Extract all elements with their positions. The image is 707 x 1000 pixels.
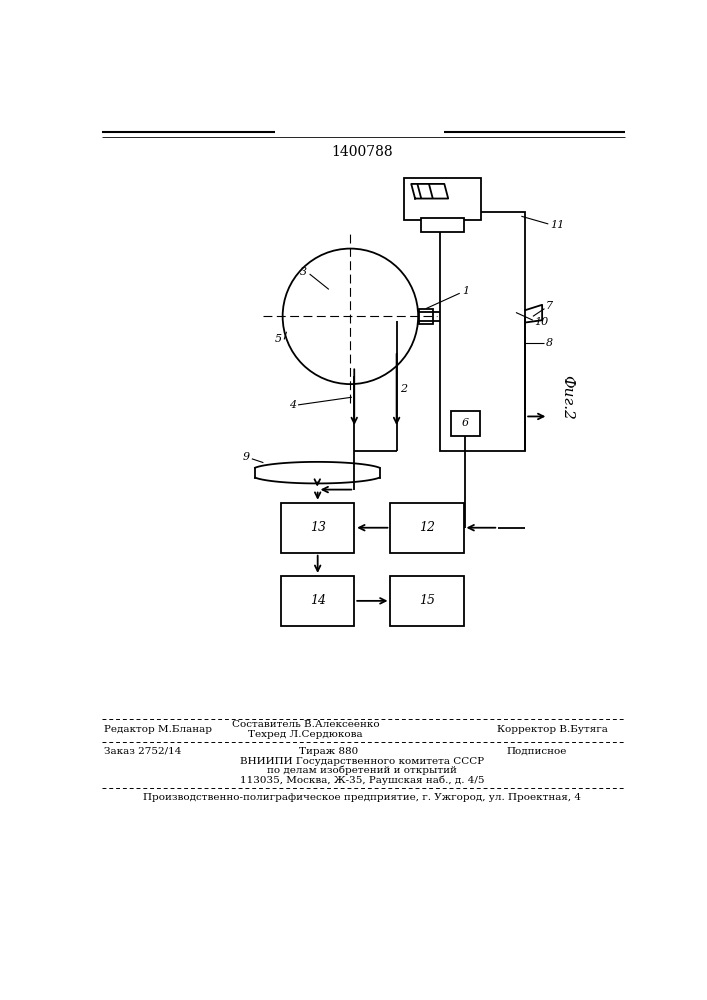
Text: Фиг.2: Фиг.2	[561, 375, 575, 420]
Bar	[281, 576, 354, 626]
Text: Подписное: Подписное	[506, 747, 567, 756]
Text: ВНИИПИ Государственного комитета СССР: ВНИИПИ Государственного комитета СССР	[240, 757, 484, 766]
Text: Техред Л.Сердюкова: Техред Л.Сердюкова	[248, 730, 363, 739]
Text: по делам изобретений и открытий: по делам изобретений и открытий	[267, 766, 457, 775]
Text: 5: 5	[275, 334, 282, 344]
Text: 15: 15	[419, 594, 435, 607]
Text: 1400788: 1400788	[331, 145, 393, 159]
Text: 7: 7	[546, 301, 553, 311]
Text: 12: 12	[419, 521, 435, 534]
Bar	[281, 503, 354, 553]
Bar	[390, 503, 464, 553]
Text: 2: 2	[399, 384, 407, 394]
Text: Заказ 2752/14: Заказ 2752/14	[104, 747, 182, 756]
Text: Редактор М.Бланар: Редактор М.Бланар	[104, 725, 212, 734]
Bar	[419, 309, 433, 324]
Text: 10: 10	[534, 317, 549, 327]
Text: 9: 9	[243, 452, 250, 462]
Text: 3: 3	[300, 267, 308, 277]
Text: Составитель В.Алексеенко: Составитель В.Алексеенко	[232, 720, 380, 729]
Text: 11: 11	[550, 220, 564, 230]
Text: 8: 8	[546, 338, 553, 348]
Text: Производственно-полиграфическое предприятие, г. Ужгород, ул. Проектная, 4: Производственно-полиграфическое предприя…	[143, 793, 581, 802]
Text: 6: 6	[462, 418, 469, 428]
Text: Корректор В.Бутяга: Корректор В.Бутяга	[497, 725, 607, 734]
Text: Тираж 880: Тираж 880	[299, 747, 358, 756]
Text: 4: 4	[288, 400, 296, 410]
Bar	[440, 212, 525, 451]
Bar	[404, 178, 481, 220]
Bar	[421, 218, 464, 232]
Text: 113035, Москва, Ж-35, Раушская наб., д. 4/5: 113035, Москва, Ж-35, Раушская наб., д. …	[240, 775, 484, 785]
Text: 1: 1	[462, 286, 469, 296]
Text: 13: 13	[310, 521, 326, 534]
Text: 14: 14	[310, 594, 326, 607]
Bar	[390, 576, 464, 626]
Bar	[450, 411, 480, 436]
